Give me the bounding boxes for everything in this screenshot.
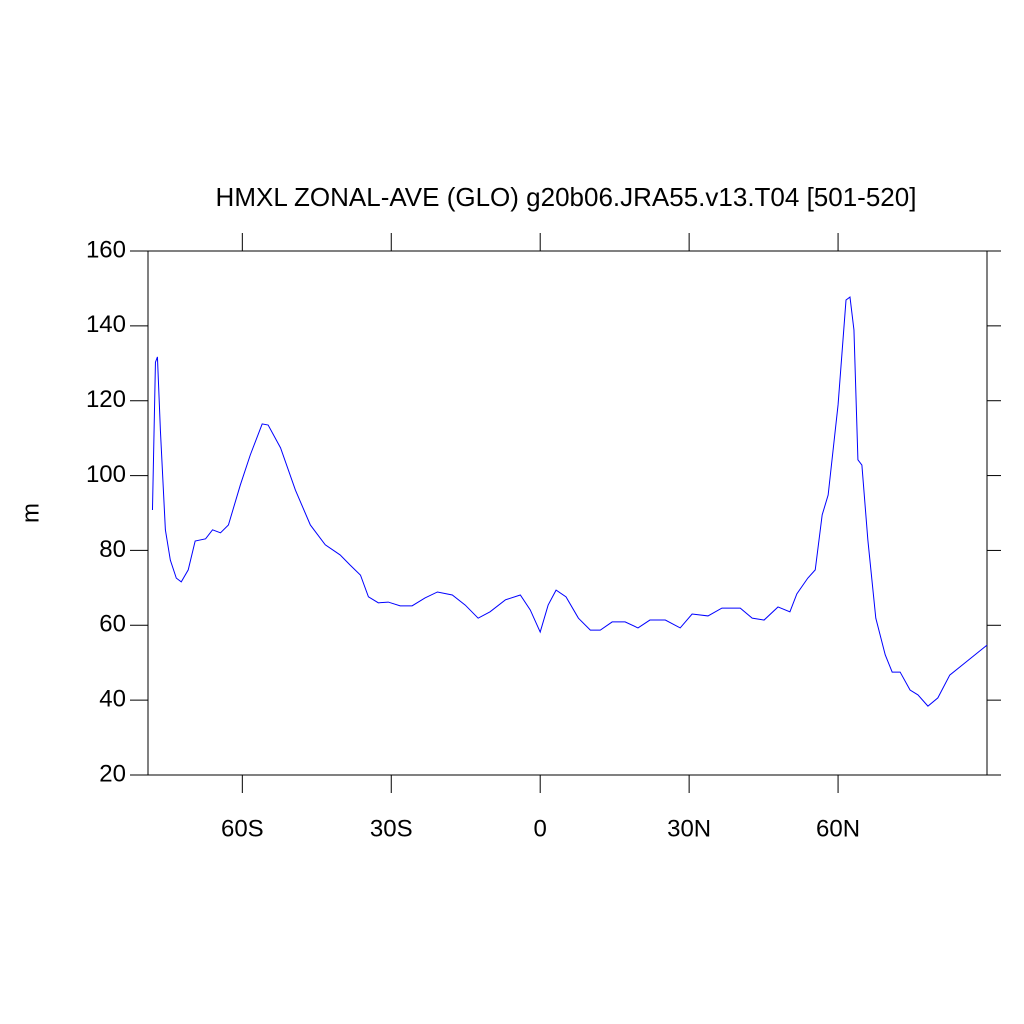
y-tick-label: 160: [86, 236, 126, 263]
y-tick-label: 40: [99, 685, 126, 712]
x-tick-label: 0: [534, 815, 547, 842]
chart-title: HMXL ZONAL-AVE (GLO) g20b06.JRA55.v13.T0…: [216, 182, 917, 212]
y-tick-label: 80: [99, 536, 126, 563]
y-tick-label: 100: [86, 461, 126, 488]
x-tick-label: 60S: [221, 815, 264, 842]
x-tick-label: 30S: [370, 815, 413, 842]
x-tick-label: 30N: [667, 815, 711, 842]
y-axis-label: m: [17, 503, 44, 523]
data-line: [151, 296, 988, 707]
y-tick-label: 140: [86, 311, 126, 338]
y-tick-label: 60: [99, 611, 126, 638]
y-tick-label: 120: [86, 386, 126, 413]
y-tick-label: 20: [99, 760, 126, 787]
plot-frame: [147, 250, 988, 776]
x-tick-label: 60N: [816, 815, 860, 842]
